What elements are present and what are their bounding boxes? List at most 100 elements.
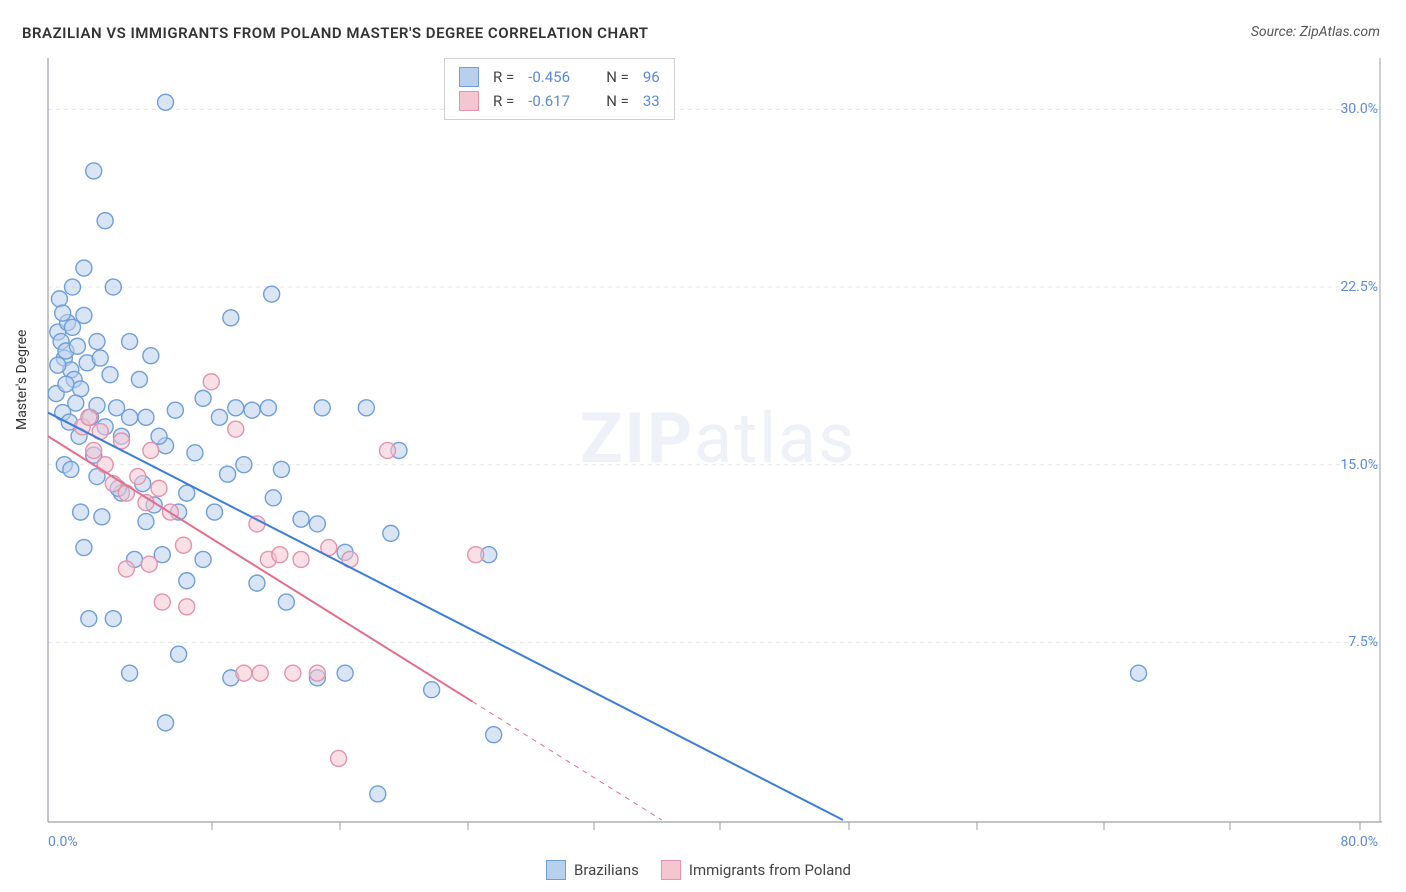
data-point: [1131, 665, 1147, 681]
data-point: [167, 402, 183, 418]
data-point: [50, 357, 66, 373]
data-point: [331, 750, 347, 766]
data-point: [68, 395, 84, 411]
r-label: R =: [493, 68, 514, 86]
y-axis-label: Master's Degree: [14, 330, 30, 430]
data-point: [273, 461, 289, 477]
data-point: [151, 428, 167, 444]
data-point: [130, 469, 146, 485]
regression-extrapolation-poland: [472, 702, 661, 820]
data-point: [105, 279, 121, 295]
data-point: [220, 466, 236, 482]
data-point: [260, 400, 276, 416]
data-point: [76, 540, 92, 556]
y-tick-label: 7.5%: [1348, 634, 1378, 650]
series-poland: [74, 374, 483, 767]
swatch-icon: [546, 860, 566, 880]
data-point: [293, 511, 309, 527]
data-point: [278, 594, 294, 610]
y-tick-label: 22.5%: [1340, 279, 1378, 295]
legend-label: Immigrants from Poland: [689, 861, 851, 879]
swatch-icon: [459, 91, 479, 111]
data-point: [97, 213, 113, 229]
stats-row-brazilians: R =-0.456N =96: [459, 65, 660, 89]
data-point: [89, 334, 105, 350]
data-point: [138, 514, 154, 530]
legend-item-poland: Immigrants from Poland: [661, 860, 851, 880]
data-point: [105, 611, 121, 627]
data-point: [179, 599, 195, 615]
data-point: [228, 421, 244, 437]
data-point: [51, 291, 67, 307]
data-point: [249, 516, 265, 532]
data-point: [86, 442, 102, 458]
data-point: [69, 338, 85, 354]
data-point: [141, 556, 157, 572]
data-point: [151, 480, 167, 496]
data-point: [380, 442, 396, 458]
data-point: [228, 400, 244, 416]
data-point: [171, 646, 187, 662]
data-point: [86, 163, 102, 179]
data-point: [92, 350, 108, 366]
data-point: [81, 611, 97, 627]
data-point: [154, 594, 170, 610]
data-point: [122, 665, 138, 681]
data-point: [138, 409, 154, 425]
data-point: [73, 504, 89, 520]
r-value: -0.617: [528, 92, 592, 110]
data-point: [187, 445, 203, 461]
data-point: [118, 561, 134, 577]
legend-item-brazilians: Brazilians: [546, 860, 639, 880]
data-point: [358, 400, 374, 416]
data-point: [207, 504, 223, 520]
data-point: [424, 682, 440, 698]
data-point: [309, 665, 325, 681]
stats-row-poland: R =-0.617N =33: [459, 89, 660, 113]
chart-title: BRAZILIAN VS IMMIGRANTS FROM POLAND MAST…: [22, 24, 649, 42]
x-tick-label: 80.0%: [1340, 834, 1378, 850]
y-tick-label: 15.0%: [1340, 457, 1378, 473]
data-point: [81, 409, 97, 425]
data-point: [383, 525, 399, 541]
data-point: [211, 409, 227, 425]
data-point: [265, 490, 281, 506]
swatch-icon: [661, 860, 681, 880]
data-point: [158, 94, 174, 110]
data-point: [236, 457, 252, 473]
source-attribution: Source: ZipAtlas.com: [1251, 24, 1380, 40]
n-label: N =: [606, 68, 629, 86]
data-point: [179, 573, 195, 589]
swatch-icon: [459, 67, 479, 87]
n-label: N =: [606, 92, 629, 110]
data-point: [203, 374, 219, 390]
data-point: [236, 665, 252, 681]
data-point: [58, 376, 74, 392]
data-point: [195, 390, 211, 406]
data-point: [309, 516, 325, 532]
n-value: 33: [643, 92, 660, 110]
data-point: [102, 367, 118, 383]
stats-legend-box: R =-0.456N =96R = -0.617 N = 33: [444, 58, 675, 120]
series-legend: Brazilians Immigrants from Poland: [546, 860, 851, 880]
data-point: [131, 371, 147, 387]
data-point: [264, 286, 280, 302]
data-point: [195, 551, 211, 567]
data-point: [370, 786, 386, 802]
data-point: [143, 348, 159, 364]
regression-line-brazilians: [48, 413, 843, 820]
x-tick-label: 0.0%: [48, 834, 78, 850]
data-point: [285, 665, 301, 681]
y-tick-label: 30.0%: [1340, 101, 1378, 117]
data-point: [337, 665, 353, 681]
data-point: [63, 461, 79, 477]
source-name: ZipAtlas.com: [1300, 24, 1380, 40]
data-point: [249, 575, 265, 591]
data-point: [122, 334, 138, 350]
regression-line-poland: [48, 436, 472, 701]
data-point: [97, 457, 113, 473]
data-point: [158, 715, 174, 731]
series-brazilians: [48, 94, 1146, 802]
data-point: [244, 402, 260, 418]
data-point: [143, 442, 159, 458]
